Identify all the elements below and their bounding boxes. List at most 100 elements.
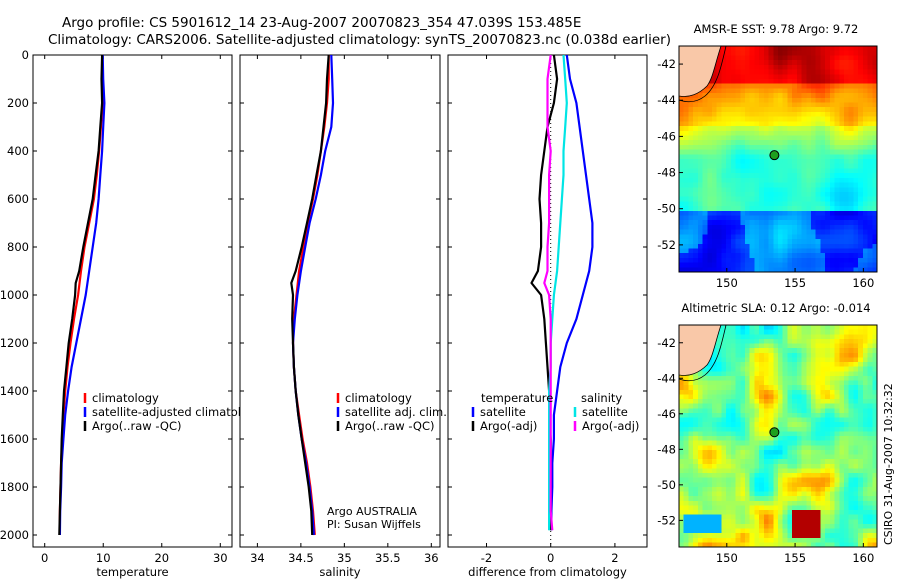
- sst_map-cell: [853, 187, 859, 193]
- sla_map-cell: [815, 477, 821, 483]
- sla_map-cell: [858, 496, 864, 502]
- sst_map-cell: [745, 210, 751, 216]
- sst_map-cell: [773, 50, 779, 56]
- sla_map-cell: [848, 357, 854, 363]
- sla_map-cell: [787, 362, 793, 368]
- sst_map-cell: [735, 201, 741, 207]
- sst_map-cell: [693, 224, 699, 231]
- sst_map-cell: [815, 201, 821, 207]
- sla_map-cell: [693, 389, 699, 395]
- sst_map-cell: [716, 116, 722, 122]
- sst_map-cell: [811, 173, 817, 179]
- sst_map-cell: [702, 262, 708, 268]
- sst_map-cell: [707, 187, 713, 193]
- sla_map-cell: [683, 491, 689, 497]
- sst_map-cell: [721, 107, 727, 113]
- sst_map-cell: [806, 97, 812, 103]
- sst_map-cell: [763, 177, 770, 184]
- sla_map-cell: [834, 473, 840, 479]
- sst_map-cell: [853, 224, 859, 231]
- sla_map-cell: [773, 533, 779, 539]
- sst_map-cell: [848, 196, 854, 202]
- sst_map-cell: [688, 102, 694, 108]
- sla_map-cell: [811, 514, 817, 520]
- sla_map-cell: [858, 417, 864, 423]
- sla_map-cell: [768, 408, 774, 414]
- sst_map-cell: [740, 201, 746, 207]
- sst_map-cell: [844, 121, 850, 127]
- sla_map-cell: [825, 422, 831, 428]
- sst_map-cell: [773, 140, 779, 146]
- sst_map-cell: [815, 74, 821, 80]
- sst_map-cell: [787, 163, 793, 169]
- sla_map-cell: [726, 394, 732, 400]
- sst_map-cell: [697, 196, 704, 202]
- sst_map-cell: [844, 168, 850, 174]
- sla_map-cell: [811, 459, 817, 465]
- sla_map-cell: [712, 523, 718, 530]
- sla_map-cell: [702, 505, 708, 511]
- sla_map-cell: [792, 491, 798, 497]
- sst_map-cell: [735, 149, 741, 155]
- sst_map-cell: [839, 173, 845, 179]
- sst_map-cell: [707, 182, 713, 188]
- sla_map-cell: [754, 528, 760, 534]
- sla_map-cell: [853, 338, 859, 345]
- sla_map-cell: [763, 510, 770, 516]
- sla_map-cell: [716, 445, 722, 451]
- sst_map-cell: [834, 154, 840, 160]
- sst_map-cell: [726, 168, 732, 174]
- sst_map-cell: [707, 239, 713, 245]
- sla_map-cell: [825, 375, 831, 382]
- sst_map-cell: [679, 111, 685, 118]
- sla_map-cell: [759, 352, 765, 358]
- sla_map-cell: [693, 422, 699, 428]
- sla_map-cell: [853, 500, 859, 506]
- sla_map-cell: [740, 380, 746, 386]
- sst_map-cell: [815, 234, 821, 240]
- sla_map-cell: [801, 389, 807, 395]
- sst_map-cell: [820, 55, 826, 61]
- sst_map-cell: [829, 126, 836, 132]
- sst_map-cell: [782, 69, 788, 75]
- sla_map-cell: [839, 357, 845, 363]
- sla_map-cell: [683, 389, 689, 395]
- sst_map-cell: [763, 163, 770, 169]
- sst_map-cell: [778, 144, 784, 151]
- sla_map-cell: [773, 486, 779, 493]
- sla_map-cell: [858, 514, 864, 520]
- sst_map-cell: [834, 97, 840, 103]
- sst_map-cell: [844, 116, 850, 122]
- sst_map-cell: [712, 107, 718, 113]
- difference-legend-group-title: salinity: [581, 391, 622, 405]
- sla_map-cell: [801, 408, 807, 414]
- sla_map-cell: [844, 459, 850, 465]
- sst_map-cell: [862, 234, 869, 240]
- sst_map-cell: [716, 206, 722, 212]
- sla_map-cell: [792, 389, 798, 395]
- sla_map-cell: [839, 352, 845, 358]
- sst_map-cell: [782, 182, 788, 188]
- sla_map-cell: [735, 343, 741, 349]
- sla_map-cell: [707, 482, 713, 488]
- sla_map-cell: [848, 329, 854, 335]
- sst_map-cell: [745, 69, 751, 75]
- sst_map-cell: [792, 121, 798, 127]
- sla_map-cell: [844, 454, 850, 460]
- sst_map-cell: [796, 102, 803, 108]
- sst_map-cell: [716, 210, 722, 216]
- sla_map-cell: [811, 417, 817, 423]
- sst_map-cell: [796, 83, 803, 89]
- sla_map-ytick-label: -50: [657, 478, 676, 492]
- sst_map-cell: [778, 107, 784, 113]
- sla_map-cell: [815, 417, 821, 423]
- sst_map-cell: [712, 224, 718, 231]
- sla_map-cell: [712, 505, 718, 511]
- sst_map-cell: [740, 243, 746, 249]
- sla_map-cell: [693, 426, 699, 432]
- sla_map-cell: [796, 371, 803, 377]
- sla_map-cell: [707, 491, 713, 497]
- sst_map-cell: [858, 154, 864, 160]
- sla_map-cell: [773, 445, 779, 451]
- sla_map-field: [679, 325, 878, 548]
